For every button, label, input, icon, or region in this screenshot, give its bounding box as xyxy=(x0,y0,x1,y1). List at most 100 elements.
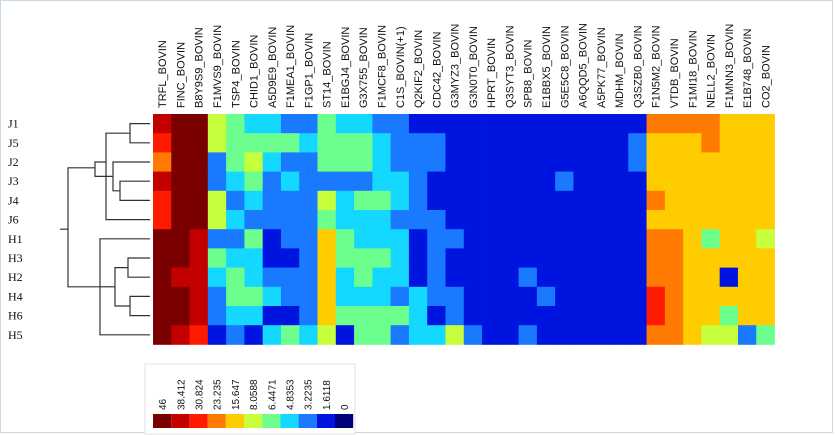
heatmap-cell xyxy=(445,306,465,326)
heatmap-cell xyxy=(536,152,556,172)
heatmap-cell xyxy=(573,133,593,153)
heatmap-cell xyxy=(756,210,775,230)
heatmap-cell xyxy=(226,133,245,153)
heatmap-cell xyxy=(408,114,428,134)
column-label: CDC42_BOVIN xyxy=(431,32,443,108)
heatmap-cell xyxy=(555,114,574,134)
column-label: F1MI18_BOVIN xyxy=(687,30,699,108)
heatmap-cell xyxy=(664,133,684,153)
heatmap-cell xyxy=(683,171,702,192)
heatmap-cell xyxy=(555,286,574,307)
heatmap-cell xyxy=(482,210,501,230)
heatmap-cell xyxy=(555,152,574,172)
heatmap-cell xyxy=(280,190,300,211)
heatmap-cell xyxy=(372,267,392,288)
heatmap-cell xyxy=(153,210,172,230)
heatmap-cell xyxy=(372,325,392,345)
heatmap-cell xyxy=(628,190,647,211)
heatmap-cell xyxy=(226,286,245,307)
heatmap-cell xyxy=(427,171,446,192)
heatmap-cell xyxy=(573,286,593,307)
heatmap-cell xyxy=(207,229,227,249)
heatmap-cell xyxy=(207,210,227,230)
heatmap-cell xyxy=(518,286,538,307)
heatmap-cell xyxy=(280,325,300,345)
heatmap-cell xyxy=(737,114,757,134)
heatmap-cell xyxy=(262,190,282,211)
heatmap-cell xyxy=(610,114,629,134)
heatmap-cell xyxy=(683,152,702,172)
column-label: G3N0T0_BOVIN xyxy=(468,26,480,108)
heatmap-cell xyxy=(153,190,172,211)
heatmap-cell xyxy=(664,286,684,307)
heatmap-cell xyxy=(153,306,172,326)
heatmap-cell xyxy=(317,306,337,326)
heatmap-cell xyxy=(280,133,300,153)
heatmap-cell xyxy=(335,114,355,134)
heatmap-cell xyxy=(573,306,593,326)
heatmap-cell xyxy=(390,152,410,172)
heatmap-cell xyxy=(427,190,446,211)
heatmap-cell xyxy=(628,152,647,172)
heatmap-cell xyxy=(555,210,574,230)
heatmap-cell xyxy=(354,190,373,211)
heatmap-cell xyxy=(463,114,483,134)
heatmap-cell xyxy=(226,171,245,192)
dendrogram-branch xyxy=(67,167,100,288)
heatmap-cell xyxy=(573,152,593,172)
heatmap-cell xyxy=(189,114,209,134)
heatmap-cell xyxy=(280,267,300,288)
heatmap-cell xyxy=(427,248,446,268)
column-label: Q3SYT3_BOVIN xyxy=(505,25,517,108)
heatmap-cell xyxy=(591,229,611,249)
heatmap-cell xyxy=(500,133,519,153)
heatmap-cell xyxy=(610,248,629,268)
heatmap-cell xyxy=(536,325,556,345)
heatmap-cell xyxy=(536,306,556,326)
heatmap-cell xyxy=(189,152,209,172)
column-label: E1B748_BOVIN xyxy=(742,28,754,108)
heatmap-cell xyxy=(518,114,538,134)
heatmap-cell xyxy=(445,133,465,153)
heatmap-cell xyxy=(463,306,483,326)
heatmap-cell xyxy=(646,210,666,230)
dendrogram-branch xyxy=(127,257,150,278)
heatmap-cell xyxy=(262,306,282,326)
heatmap-cell xyxy=(299,190,318,211)
row-label: J1 xyxy=(8,117,19,131)
heatmap-cell xyxy=(244,248,264,268)
heatmap-cell xyxy=(646,267,666,288)
heatmap-cell xyxy=(280,286,300,307)
heatmap-cell xyxy=(573,190,593,211)
heatmap-cell xyxy=(628,171,647,192)
heatmap-cell xyxy=(500,152,519,172)
heatmap-cell xyxy=(408,171,428,192)
heatmap-cell xyxy=(171,133,190,153)
heatmap-cell xyxy=(536,190,556,211)
heatmap-cell xyxy=(408,286,428,307)
heatmap-cell xyxy=(573,229,593,249)
heatmap-cell xyxy=(482,114,501,134)
heatmap-cell xyxy=(335,325,355,345)
heatmap-cell xyxy=(591,306,611,326)
heatmap-cell xyxy=(591,152,611,172)
heatmap-cell xyxy=(299,286,318,307)
heatmap-cell xyxy=(317,325,337,345)
heatmap-cell xyxy=(756,133,775,153)
heatmap-cell xyxy=(482,286,501,307)
heatmap-cell xyxy=(372,114,392,134)
heatmap-cell xyxy=(189,171,209,192)
heatmap-cell xyxy=(280,248,300,268)
heatmap-cell xyxy=(171,190,190,211)
column-label: VTDB_BOVIN xyxy=(669,38,681,108)
heatmap-cell xyxy=(536,248,556,268)
heatmap-cell xyxy=(737,325,757,345)
column-label: FINC_BOVIN xyxy=(175,42,187,108)
heatmap-cell xyxy=(262,325,282,345)
heatmap-cell xyxy=(317,114,337,134)
heatmap-cell xyxy=(390,210,410,230)
heatmap-cell xyxy=(244,210,264,230)
heatmap-cell xyxy=(482,171,501,192)
